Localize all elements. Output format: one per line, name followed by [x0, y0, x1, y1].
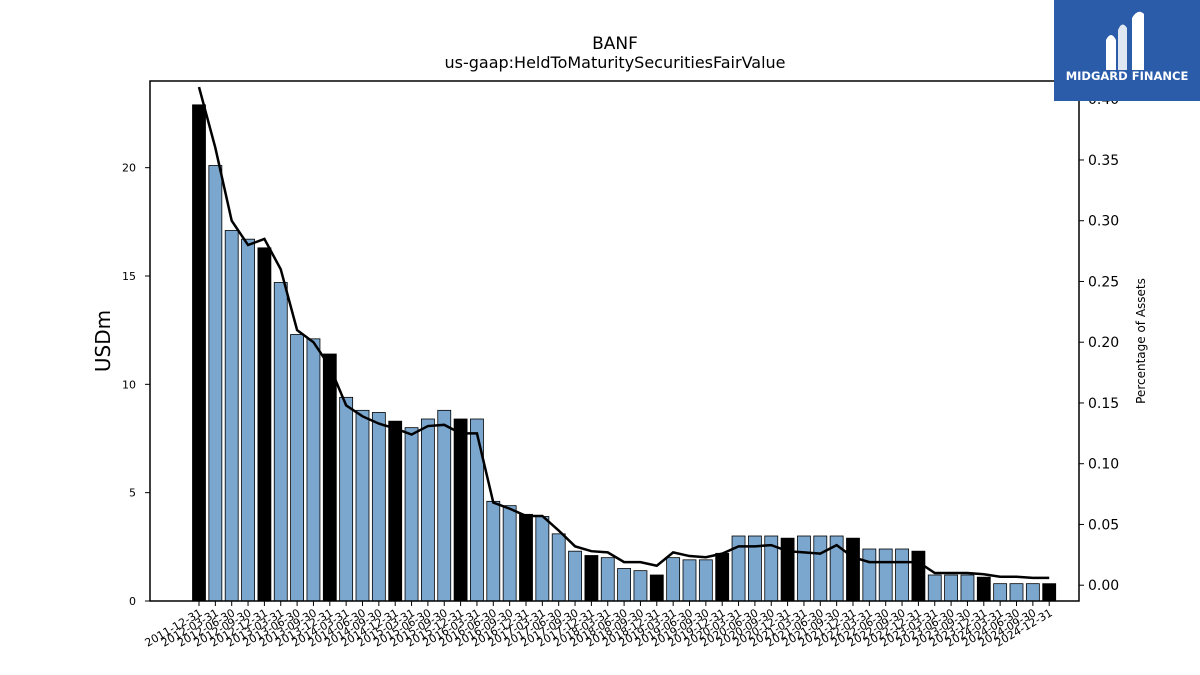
percentage-line [197, 86, 1050, 580]
y-axis: 0 5 10 15 20 [122, 162, 150, 608]
y-tick-label: 10 [122, 378, 136, 391]
bar-2018-03-31 [600, 557, 615, 602]
y2-tick-label: 0.00 [1088, 578, 1119, 594]
bar-2013-06-30 [290, 334, 305, 602]
bar-2012-09-30 [241, 238, 255, 602]
y2-tick-label: 0.15 [1088, 396, 1119, 412]
chart-title: BANF [592, 34, 638, 54]
bar-2018-09-30 [633, 570, 648, 602]
bar-2021-06-30 [813, 535, 828, 602]
bar-2014-06-30 [355, 409, 370, 602]
bar-2019-09-30 [698, 559, 713, 602]
bar-2023-06-30 [944, 574, 958, 602]
bar-2019-06-30 [682, 559, 697, 602]
bar-2022-09-30 [895, 548, 909, 602]
bar-2017-09-30 [568, 550, 582, 602]
y2-tick-label: 0.30 [1088, 214, 1119, 230]
y2-tick-label: 0.35 [1088, 153, 1119, 169]
y2-tick-label: 0.25 [1088, 274, 1119, 290]
bar-2013-09-30 [306, 338, 321, 602]
bar-2020-12-31 [780, 537, 795, 602]
bar-2014-09-30 [371, 412, 386, 602]
plot-frame [149, 80, 1080, 602]
bar-2024-03-31 [993, 583, 1008, 602]
bar-2016-09-30 [502, 505, 517, 602]
y2-axis-label: Percentage of Assets [1134, 278, 1148, 404]
bar-2018-12-31 [649, 574, 664, 602]
bar-2024-09-30 [1025, 583, 1040, 602]
bar-2015-09-30 [437, 409, 452, 602]
bar-2017-12-31 [584, 555, 599, 602]
bar-2011-12-31 [192, 104, 206, 602]
y2-tick-label: 0.05 [1088, 517, 1119, 533]
midgard-logo-icon [1106, 11, 1144, 71]
bar-2016-03-31 [470, 418, 484, 602]
bar-2019-03-31 [666, 557, 681, 602]
bar-2021-03-31 [797, 535, 811, 602]
bar-2018-06-30 [617, 568, 631, 602]
midgard-finance-logo: MIDGARD FINANCE [1054, 0, 1200, 101]
y2-axis: 0.000.050.100.150.200.250.300.350.40 [1079, 92, 1119, 594]
logo-text: MIDGARD FINANCE [1065, 69, 1189, 83]
y-axis-label: USDm [91, 310, 115, 372]
bar-2013-03-31 [273, 282, 288, 602]
chart-subtitle: us-gaap:HeldToMaturitySecuritiesFairValu… [444, 53, 785, 72]
bar-2023-09-30 [960, 574, 975, 602]
bar-2021-12-31 [846, 537, 860, 602]
bar-2022-06-30 [878, 548, 893, 602]
y2-tick-label: 0.10 [1088, 457, 1119, 473]
bar-2023-03-31 [927, 574, 942, 602]
bar-2015-06-30 [420, 418, 435, 602]
bar-2017-03-31 [535, 516, 550, 602]
bar-2024-06-30 [1009, 583, 1024, 602]
bar-2013-12-31 [322, 353, 337, 602]
bar-2012-12-31 [257, 247, 272, 602]
bar-2024-12-31 [1042, 583, 1057, 602]
bar-2016-06-30 [486, 500, 501, 602]
bar-2022-12-31 [911, 550, 926, 602]
y2-tick-label: 0.20 [1088, 335, 1119, 351]
bar-2014-03-31 [339, 396, 354, 602]
line-group [197, 86, 1050, 580]
bar-2012-03-31 [208, 165, 223, 602]
bar-2023-12-31 [976, 576, 991, 602]
bar-2015-03-31 [404, 427, 419, 602]
y-tick-label: 20 [122, 162, 136, 175]
y-tick-label: 15 [122, 270, 136, 283]
bar-2015-12-31 [453, 418, 468, 602]
y-tick-label: 5 [129, 487, 136, 500]
bar-2022-03-31 [862, 548, 877, 602]
bar-2017-06-30 [551, 533, 566, 602]
bar-2016-12-31 [519, 513, 533, 602]
x-axis: 2011-12-312012-03-312012-06-302012-09-30… [143, 601, 1055, 650]
y-tick-label: 0 [129, 595, 136, 608]
bar-2019-12-31 [715, 552, 730, 602]
bar-2012-06-30 [224, 230, 239, 602]
bar-2014-12-31 [388, 420, 403, 602]
